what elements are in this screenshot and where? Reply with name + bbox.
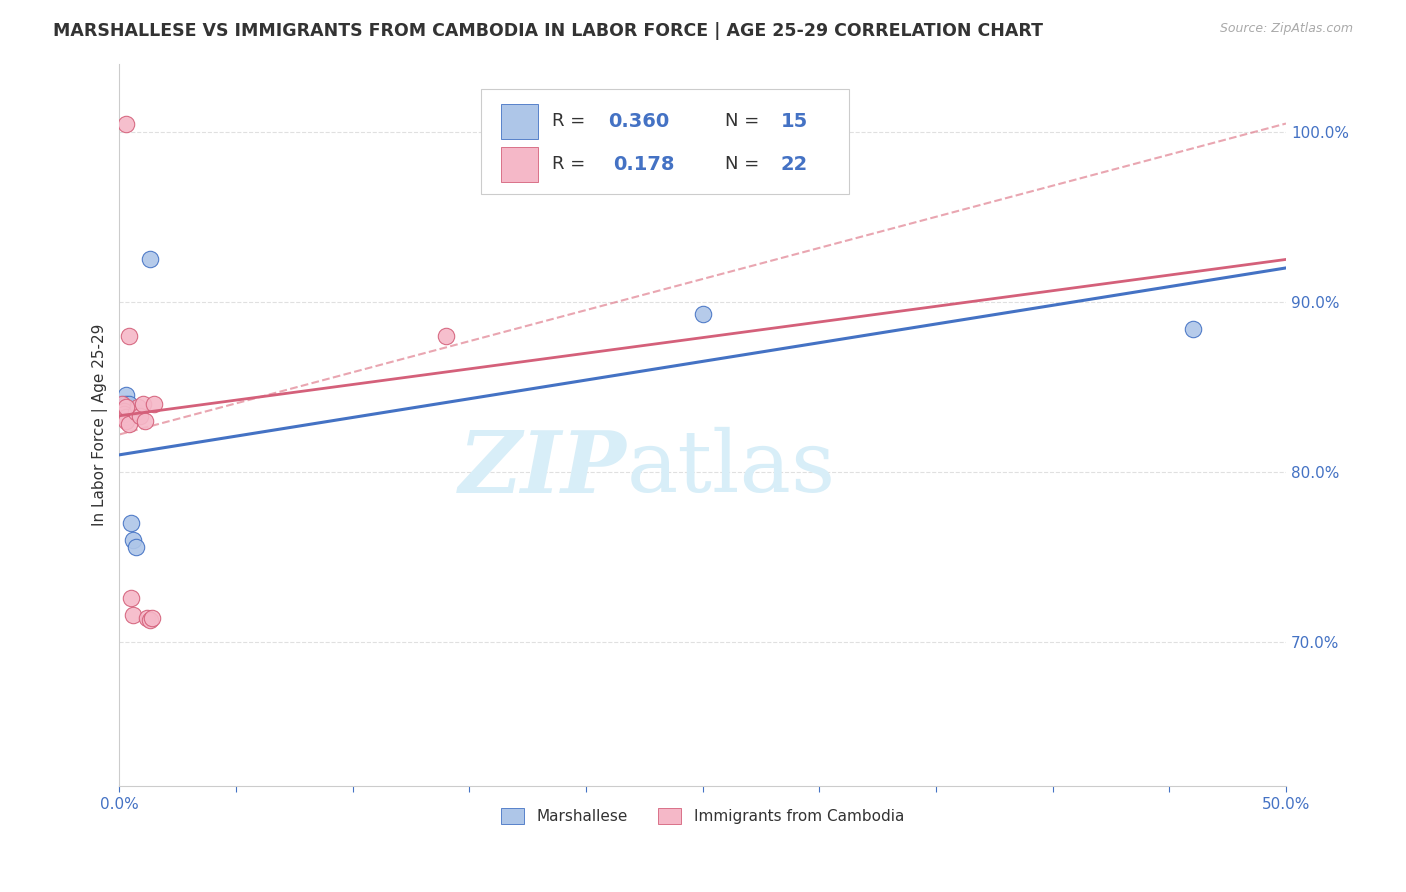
Point [120,591,142,605]
Point [115,116,138,130]
Text: R =: R = [553,112,591,130]
Text: ZIP: ZIP [458,426,627,510]
Point [115,401,138,415]
Point [134,414,156,428]
Point [111,405,134,419]
Legend: Marshallese, Immigrants from Cambodia: Marshallese, Immigrants from Cambodia [495,802,910,830]
Point [129,409,152,423]
Point [115,397,138,411]
Point [141,611,163,625]
Point [139,252,162,267]
Point [139,613,162,627]
Text: atlas: atlas [627,427,837,510]
Point [118,329,141,343]
Point [136,611,159,625]
Point [112,407,135,421]
Point [115,410,138,425]
Point [118,397,141,411]
Bar [501,104,538,138]
Text: 15: 15 [780,112,808,131]
Bar [501,147,538,182]
Y-axis label: In Labor Force | Age 25-29: In Labor Force | Age 25-29 [93,324,108,526]
Point [111,405,134,419]
Point [434,329,457,343]
Point [132,397,155,411]
Point [122,607,145,622]
Point [125,540,148,554]
Point [1181,322,1204,336]
Point [120,516,142,530]
Point [692,307,714,321]
Point [115,388,138,402]
Point [112,401,135,415]
Point [120,403,142,417]
Point [112,403,135,417]
Text: Source: ZipAtlas.com: Source: ZipAtlas.com [1219,22,1353,36]
Point [115,414,138,428]
Text: R =: R = [553,155,598,173]
Point [111,397,134,411]
Point [122,533,145,547]
Text: 22: 22 [780,154,808,174]
Point [112,397,135,411]
Point [111,397,134,411]
Text: 0.360: 0.360 [609,112,669,131]
Point [143,397,166,411]
Text: MARSHALLESE VS IMMIGRANTS FROM CAMBODIA IN LABOR FORCE | AGE 25-29 CORRELATION C: MARSHALLESE VS IMMIGRANTS FROM CAMBODIA … [53,22,1043,40]
Point [118,401,141,415]
Text: 0.178: 0.178 [613,154,675,174]
Point [127,401,149,415]
FancyBboxPatch shape [481,89,848,194]
Point [118,417,141,432]
Text: N =: N = [725,112,765,130]
Point [125,405,148,419]
Text: N =: N = [725,155,765,173]
